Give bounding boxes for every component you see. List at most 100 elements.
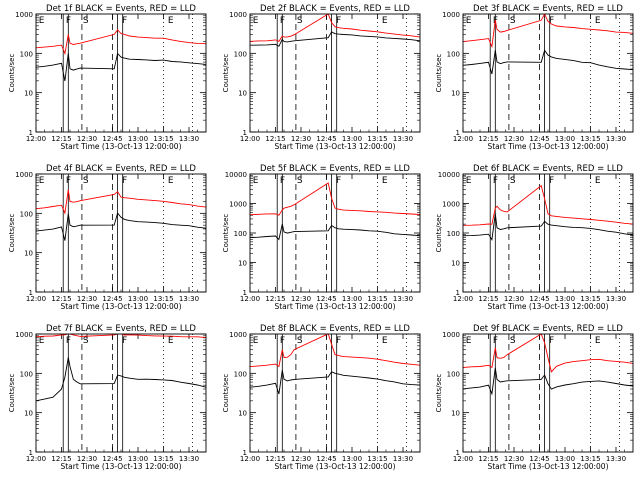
y-tick-label: 1 <box>29 449 33 457</box>
x-tick-label: 13:15 <box>580 455 600 463</box>
region-label: S <box>83 176 89 186</box>
region-label: S <box>83 336 89 346</box>
region-label: F <box>122 336 127 346</box>
x-tick-label: 13:15 <box>153 135 173 143</box>
y-tick-label: 10 <box>451 260 460 268</box>
y-tick-label: 100 <box>234 230 247 238</box>
y-tick-label: 10 <box>24 90 33 98</box>
y-axis-label: Counts/sec <box>435 214 443 253</box>
chart-title: Det 8f BLACK = Events, RED = LLD <box>260 324 410 334</box>
x-tick-label: 12:30 <box>77 295 97 303</box>
y-axis-label: Counts/sec <box>435 54 443 93</box>
events-series-line <box>36 212 206 241</box>
x-tick-label: 12:30 <box>291 455 311 463</box>
y-tick-label: 1 <box>456 449 460 457</box>
plot-frame <box>249 173 421 293</box>
y-tick-label: 1000 <box>229 331 247 339</box>
x-tick-label: 13:30 <box>179 135 199 143</box>
y-axis-label: Counts/sec <box>222 54 230 93</box>
region-label: E <box>253 16 259 26</box>
x-tick-label: 12:15 <box>265 455 285 463</box>
x-tick-label: 12:30 <box>504 135 524 143</box>
x-tick-label: 12:45 <box>316 135 336 143</box>
region-label: E <box>39 16 45 26</box>
y-tick-label: 10 <box>451 410 460 418</box>
region-label: E <box>466 176 472 186</box>
chart-title: Det 4f BLACK = Events, RED = LLD <box>46 164 196 174</box>
y-tick-label: 10 <box>451 90 460 98</box>
x-tick-label: 12:30 <box>291 295 311 303</box>
events-series-line <box>463 367 633 396</box>
events-series-line <box>36 357 206 402</box>
region-label: F <box>66 16 71 26</box>
region-label: F <box>493 176 498 186</box>
events-series-line <box>250 223 420 241</box>
x-tick-label: 12:15 <box>51 295 71 303</box>
y-tick-label: 1000 <box>15 171 33 179</box>
lld-series-line <box>36 29 206 56</box>
plot-frame <box>462 333 634 453</box>
plot-frame <box>249 333 421 453</box>
x-tick-label: 13:30 <box>606 295 626 303</box>
lld-series-line <box>36 189 206 215</box>
y-tick-label: 1 <box>456 289 460 297</box>
x-tick-label: 13:15 <box>367 135 387 143</box>
region-label: F <box>493 336 498 346</box>
region-label: S <box>510 176 516 186</box>
region-label: E <box>382 336 388 346</box>
chart-title: Det 2f BLACK = Events, RED = LLD <box>260 4 410 14</box>
chart-title: Det 3f BLACK = Events, RED = LLD <box>473 4 623 14</box>
chart-panel: Det 5f BLACK = Events, RED = LLD 1 10 100 10… <box>222 164 421 311</box>
chart-title: Det 9f BLACK = Events, RED = LLD <box>473 324 623 334</box>
x-tick-label: 12:00 <box>26 455 46 463</box>
lld-series-line <box>463 184 633 226</box>
y-tick-label: 10000 <box>438 171 460 179</box>
plot-frame <box>462 13 634 133</box>
x-tick-label: 12:45 <box>102 135 122 143</box>
region-label: F <box>336 336 341 346</box>
x-axis-label: Start Time (13-Oct-13 12:00:00) <box>274 142 395 151</box>
events-series-line <box>36 52 206 82</box>
x-tick-label: 12:00 <box>453 135 473 143</box>
x-axis-label: Start Time (13-Oct-13 12:00:00) <box>487 142 608 151</box>
x-tick-label: 13:00 <box>128 135 148 143</box>
x-tick-label: 12:45 <box>529 295 549 303</box>
x-tick-label: 13:15 <box>580 135 600 143</box>
chart-title: Det 6f BLACK = Events, RED = LLD <box>473 164 623 174</box>
x-tick-label: 13:00 <box>555 295 575 303</box>
x-tick-label: 13:15 <box>367 455 387 463</box>
y-tick-label: 10 <box>24 250 33 258</box>
y-tick-label: 10 <box>238 90 247 98</box>
y-tick-label: 100 <box>234 50 247 58</box>
region-label: S <box>83 16 89 26</box>
x-tick-label: 13:15 <box>153 455 173 463</box>
region-label: E <box>253 176 259 186</box>
region-label: F <box>280 336 285 346</box>
y-tick-label: 100 <box>20 210 33 218</box>
y-tick-label: 1000 <box>15 331 33 339</box>
x-tick-label: 13:00 <box>128 455 148 463</box>
y-tick-label: 1000 <box>229 201 247 209</box>
lld-series-line <box>250 182 420 216</box>
y-tick-label: 1000 <box>442 11 460 19</box>
plot-frame <box>35 333 207 453</box>
y-tick-label: 10000 <box>225 171 247 179</box>
x-tick-label: 12:45 <box>316 455 336 463</box>
x-tick-label: 13:30 <box>179 295 199 303</box>
x-tick-label: 12:00 <box>453 295 473 303</box>
region-label: S <box>297 16 303 26</box>
x-tick-label: 12:15 <box>265 135 285 143</box>
chart-panel: Det 1f BLACK = Events, RED = LLD 1 10 100 10… <box>8 4 207 151</box>
x-tick-label: 12:30 <box>77 135 97 143</box>
events-series-line <box>250 31 420 47</box>
chart-panel: Det 3f BLACK = Events, RED = LLD 1 10 100 10… <box>435 4 634 151</box>
region-label: F <box>122 16 127 26</box>
x-tick-label: 12:00 <box>26 295 46 303</box>
x-tick-label: 12:15 <box>478 135 498 143</box>
x-tick-label: 12:45 <box>529 135 549 143</box>
x-tick-label: 12:30 <box>291 135 311 143</box>
y-axis-label: Counts/sec <box>222 374 230 413</box>
events-series-line <box>463 213 633 242</box>
x-tick-label: 13:15 <box>153 295 173 303</box>
